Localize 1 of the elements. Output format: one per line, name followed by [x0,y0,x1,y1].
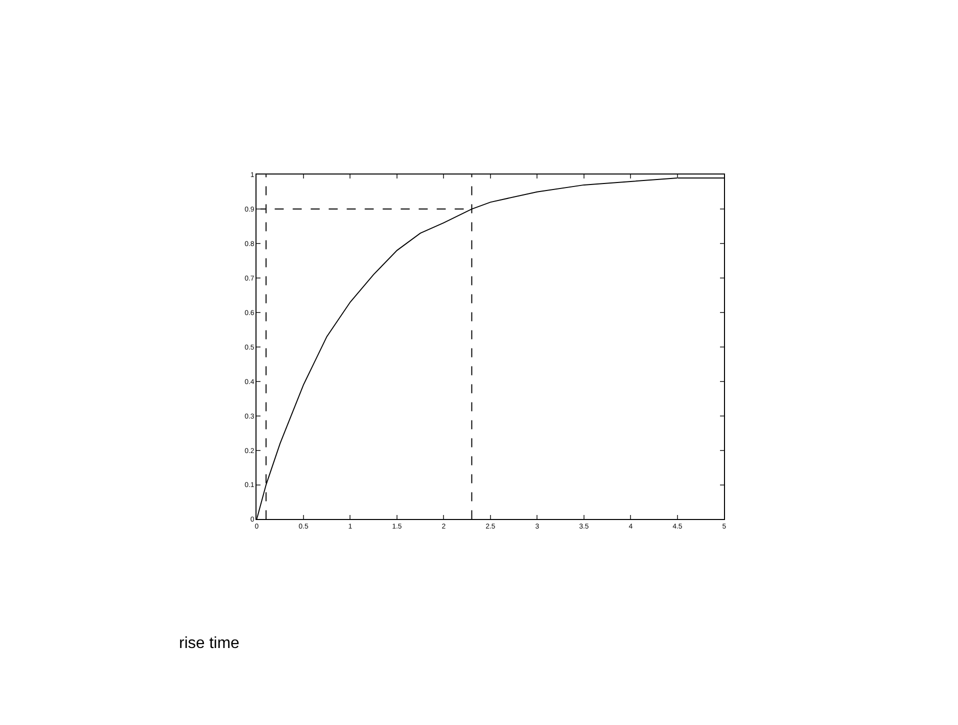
text: rise time [179,635,240,652]
